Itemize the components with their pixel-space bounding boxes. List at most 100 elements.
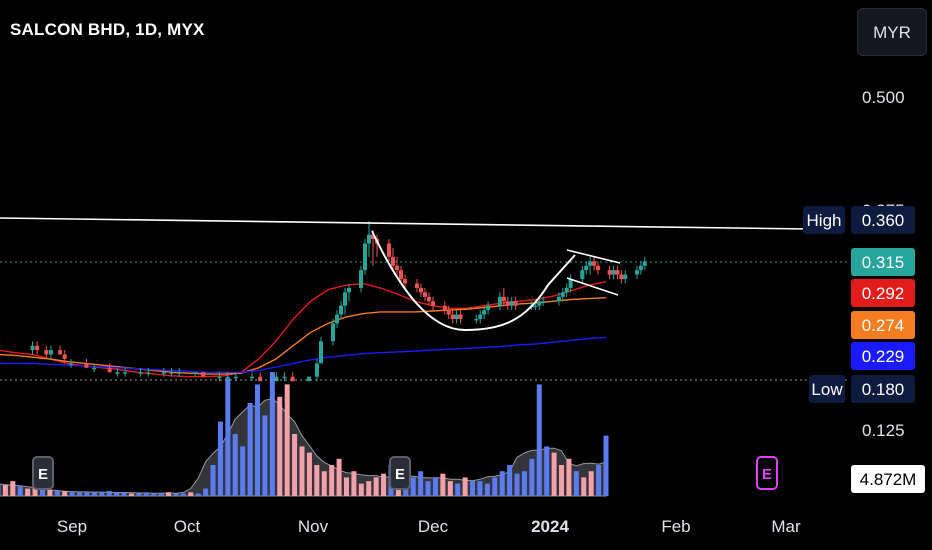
earnings-marker: E — [389, 456, 411, 490]
candle-body — [556, 296, 561, 302]
volume-bar — [581, 477, 587, 496]
volume-bar — [529, 458, 535, 496]
candle-body — [541, 301, 546, 303]
candle-body — [339, 305, 343, 315]
cup-curve[interactable] — [371, 230, 576, 332]
earnings-marker-box — [389, 456, 411, 490]
candle-body — [44, 350, 49, 355]
volume-bar — [514, 473, 520, 496]
volume-bar — [77, 492, 83, 496]
volume-bar — [262, 415, 268, 496]
candle-body — [363, 243, 367, 271]
volume-bar — [447, 481, 453, 496]
candle-body — [611, 270, 616, 275]
volume-bar — [121, 492, 127, 496]
volume-bar — [470, 481, 476, 496]
price-level-value: 0.360 — [862, 211, 905, 230]
volume-bar — [455, 483, 461, 496]
candle-body — [58, 350, 63, 355]
time-axis[interactable]: Sep Oct Nov Dec 2024 Feb Mar — [57, 517, 801, 536]
candle-body — [233, 376, 238, 379]
candle-body — [478, 314, 483, 319]
volume-bar — [551, 452, 557, 496]
candle-body — [250, 376, 255, 379]
volume-bar — [225, 378, 231, 496]
candle-body — [371, 234, 375, 240]
earnings-marker: E — [32, 456, 54, 490]
candle-body — [450, 314, 455, 319]
price-level-value: 0.229 — [862, 347, 905, 366]
currency-button[interactable]: MYR — [857, 8, 927, 56]
volume-badge: 4.872M — [851, 465, 925, 493]
volume-bar — [329, 465, 335, 496]
candle-body — [501, 296, 506, 302]
flag-bottom-line[interactable] — [566, 277, 619, 296]
price-level-value-box — [851, 342, 915, 370]
volume-bar — [136, 493, 142, 496]
candle-body — [537, 301, 542, 306]
candle-body — [415, 283, 419, 288]
candle-body — [193, 372, 198, 374]
candle-body — [592, 261, 597, 266]
candle-body — [48, 350, 53, 355]
volume-bar — [84, 492, 90, 496]
volume-bar — [232, 434, 238, 496]
candle-body — [509, 301, 514, 306]
chart-title: SALCON BHD, 1D, MYX — [10, 20, 205, 39]
volume-bar — [114, 492, 120, 496]
candle-body — [347, 287, 351, 293]
candle-body — [306, 376, 311, 382]
volume-bar — [284, 384, 290, 496]
resistance-line[interactable] — [0, 217, 809, 230]
candle-body — [115, 372, 120, 374]
volume-bar — [39, 489, 45, 496]
candle-body — [615, 270, 620, 275]
candle-body — [319, 341, 323, 364]
volume-bar — [536, 384, 542, 496]
volume-bar — [418, 471, 424, 496]
candle-body — [343, 292, 347, 306]
candle-body — [146, 372, 151, 374]
candle-body — [69, 363, 73, 365]
price-level-value-box — [851, 279, 915, 307]
candle-body — [399, 270, 403, 280]
candle-body — [607, 270, 612, 275]
volume-bar — [507, 465, 513, 496]
candle-body — [395, 265, 399, 271]
price-level-badge: 0.274 — [851, 311, 915, 339]
price-level-value-box — [851, 248, 915, 276]
candle-body — [335, 314, 339, 324]
price-level-value: 0.274 — [862, 316, 905, 335]
volume-bar — [91, 492, 97, 496]
candle-body — [564, 287, 569, 293]
volume-bar — [373, 477, 379, 496]
time-axis-tick: Nov — [298, 517, 329, 536]
candle-body — [474, 319, 479, 321]
volume-bar — [521, 471, 527, 496]
candle-body — [225, 376, 230, 379]
volume-bar — [573, 471, 579, 496]
candle-body — [282, 376, 287, 379]
volume-bar — [299, 446, 305, 496]
candle-body — [619, 274, 624, 280]
price-level-badge: High 0.360 — [803, 206, 915, 234]
price-level-value-box — [851, 375, 915, 403]
candle-body — [423, 292, 427, 297]
price-level-badge: Low 0.180 — [809, 375, 915, 403]
candle-body — [315, 363, 319, 377]
candle-body — [642, 261, 647, 266]
time-axis-tick: Oct — [174, 517, 201, 536]
candle-body — [634, 270, 639, 275]
candle-body — [367, 234, 371, 244]
volume-bar — [173, 493, 179, 496]
flag-top-line[interactable] — [566, 249, 621, 264]
candle-body — [419, 287, 423, 293]
price-level-value-box — [851, 311, 915, 339]
earnings-marker-label: E — [395, 466, 405, 483]
volume-bar — [432, 477, 438, 496]
volume-bar — [343, 477, 349, 496]
candle-body — [123, 372, 128, 374]
earnings-marker-box — [32, 456, 54, 490]
price-level-label: Low — [811, 380, 843, 399]
